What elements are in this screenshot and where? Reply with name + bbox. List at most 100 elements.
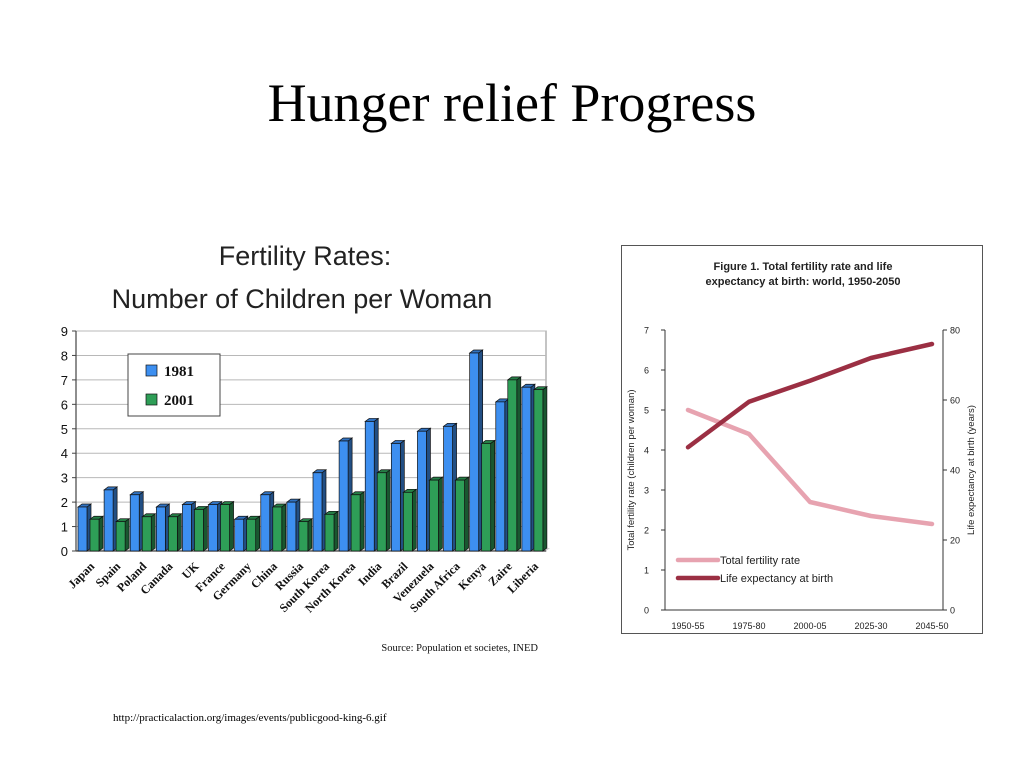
bar-2001-front: [272, 506, 283, 552]
bar-1981-front: [312, 472, 323, 552]
x-tick-label: Japan: [65, 559, 97, 591]
bar-1981-front: [182, 504, 192, 552]
bar-1981-front: [155, 506, 166, 552]
bar-1981: [416, 427, 432, 552]
life-expectancy-line: [685, 341, 935, 450]
legend-label: Life expectancy at birth: [720, 573, 833, 585]
legend-label-1981: 1981: [164, 364, 194, 380]
bar-2001: [532, 385, 548, 552]
fertility-rate-line: [685, 407, 935, 527]
bar-2001-front: [533, 389, 544, 552]
bar-2001-front: [507, 379, 518, 552]
bar-2001: [141, 513, 157, 552]
bar-2001-side: [490, 439, 496, 552]
bar-2001: [219, 500, 235, 552]
y-tick-label: 0: [61, 544, 68, 559]
bar-2001-front: [429, 479, 439, 552]
line-legend: Total fertility rate Life expectancy at b…: [675, 555, 833, 585]
bar-1981-front: [521, 386, 532, 552]
x-tick-label: 2000-05: [793, 621, 826, 631]
bar-1981-front: [129, 494, 140, 552]
bar-1981: [181, 500, 197, 552]
bar-1981: [103, 486, 119, 552]
left-axis-label: Total fertility rate (children per woman…: [626, 389, 637, 550]
x-tick-label: 1950-55: [671, 621, 704, 631]
bar-1981: [233, 515, 249, 552]
x-tick-label: 2045-50: [915, 621, 948, 631]
bar-2001-side: [464, 476, 469, 552]
bar-2001-front: [141, 516, 152, 552]
bar-1981: [207, 500, 223, 552]
bar-2001-side: [542, 385, 548, 552]
bar-2001-side: [359, 491, 365, 552]
x-tick-label: 1975-80: [732, 621, 765, 631]
bar-2001-side: [281, 503, 287, 552]
bar-1981-front: [443, 425, 453, 552]
bar-1981-front: [390, 443, 401, 552]
bar-2001-side: [438, 476, 443, 552]
y-tick-label: 7: [61, 373, 68, 388]
bar-chart-subtitle: Number of Children per Woman: [112, 284, 493, 314]
bar-2001-side: [411, 488, 417, 552]
bar-2001-side: [150, 513, 156, 552]
bar-1981: [520, 383, 536, 552]
bar-2001-side: [124, 517, 130, 552]
bar-1981-front: [103, 489, 114, 552]
bar-2001: [480, 439, 496, 552]
bar-1981-front: [364, 421, 375, 552]
left-tick-label: 0: [644, 606, 649, 616]
y-tick-label: 3: [61, 471, 68, 486]
bar-1981: [155, 503, 171, 552]
left-tick-label: 6: [644, 366, 649, 376]
left-tick-label: 7: [644, 326, 649, 336]
bar-2001-front: [115, 521, 126, 552]
legend-label: Total fertility rate: [720, 555, 800, 567]
bar-2001-front: [89, 518, 100, 552]
fertility-life-line-chart: Figure 1. Total fertility rate and life e…: [626, 261, 977, 631]
right-tick-label: 40: [950, 466, 960, 476]
legend-box: [127, 353, 221, 417]
source-url: http://practicalaction.org/images/events…: [113, 712, 387, 724]
bar-2001: [297, 517, 313, 552]
bar-2001-front: [324, 513, 335, 552]
bar-2001: [376, 469, 392, 552]
bar-2001-front: [455, 479, 465, 552]
line-chart-subtitle: expectancy at birth: world, 1950-2050: [705, 276, 900, 288]
bar-2001: [115, 517, 131, 552]
bar-1981-front: [469, 352, 480, 552]
bar-legend: 1981 2001: [127, 353, 221, 417]
x-tick-label: 2025-30: [854, 621, 887, 631]
bar-1981-front: [208, 504, 218, 552]
bar-2001-front: [350, 494, 361, 552]
bar-2001: [402, 488, 418, 552]
bar-2001-side: [255, 515, 261, 552]
y-tick-label: 5: [61, 422, 68, 437]
left-tick-label: 4: [644, 446, 649, 456]
bar-2001-side: [516, 376, 522, 552]
bar-1981: [259, 491, 275, 552]
bar-2001-front: [194, 509, 204, 552]
bar-1981-front: [338, 440, 349, 552]
bar-chart-title: Fertility Rates:: [219, 241, 392, 271]
bar-1981: [285, 498, 301, 552]
right-tick-label: 80: [950, 326, 960, 336]
left-tick-label: 3: [644, 486, 649, 496]
bar-1981: [338, 437, 354, 552]
bar-2001: [245, 515, 261, 552]
bar-2001: [454, 476, 470, 552]
bar-2001: [88, 515, 105, 552]
bar-1981: [76, 503, 93, 552]
bar-2001: [428, 476, 444, 552]
right-tick-label: 20: [950, 536, 960, 546]
bar-2001-side: [385, 469, 391, 552]
left-tick-label: 1: [644, 566, 649, 576]
y-tick-label: 4: [61, 446, 68, 461]
bar-2001: [193, 505, 209, 552]
bar-2001-front: [402, 491, 413, 552]
legend-swatch-1981: [145, 364, 158, 377]
bar-2001: [167, 513, 183, 552]
bar-2001-front: [167, 516, 178, 552]
bar-1981-front: [417, 430, 427, 552]
y-tick-label: 9: [61, 324, 68, 339]
y-tick-label: 2: [61, 495, 68, 510]
